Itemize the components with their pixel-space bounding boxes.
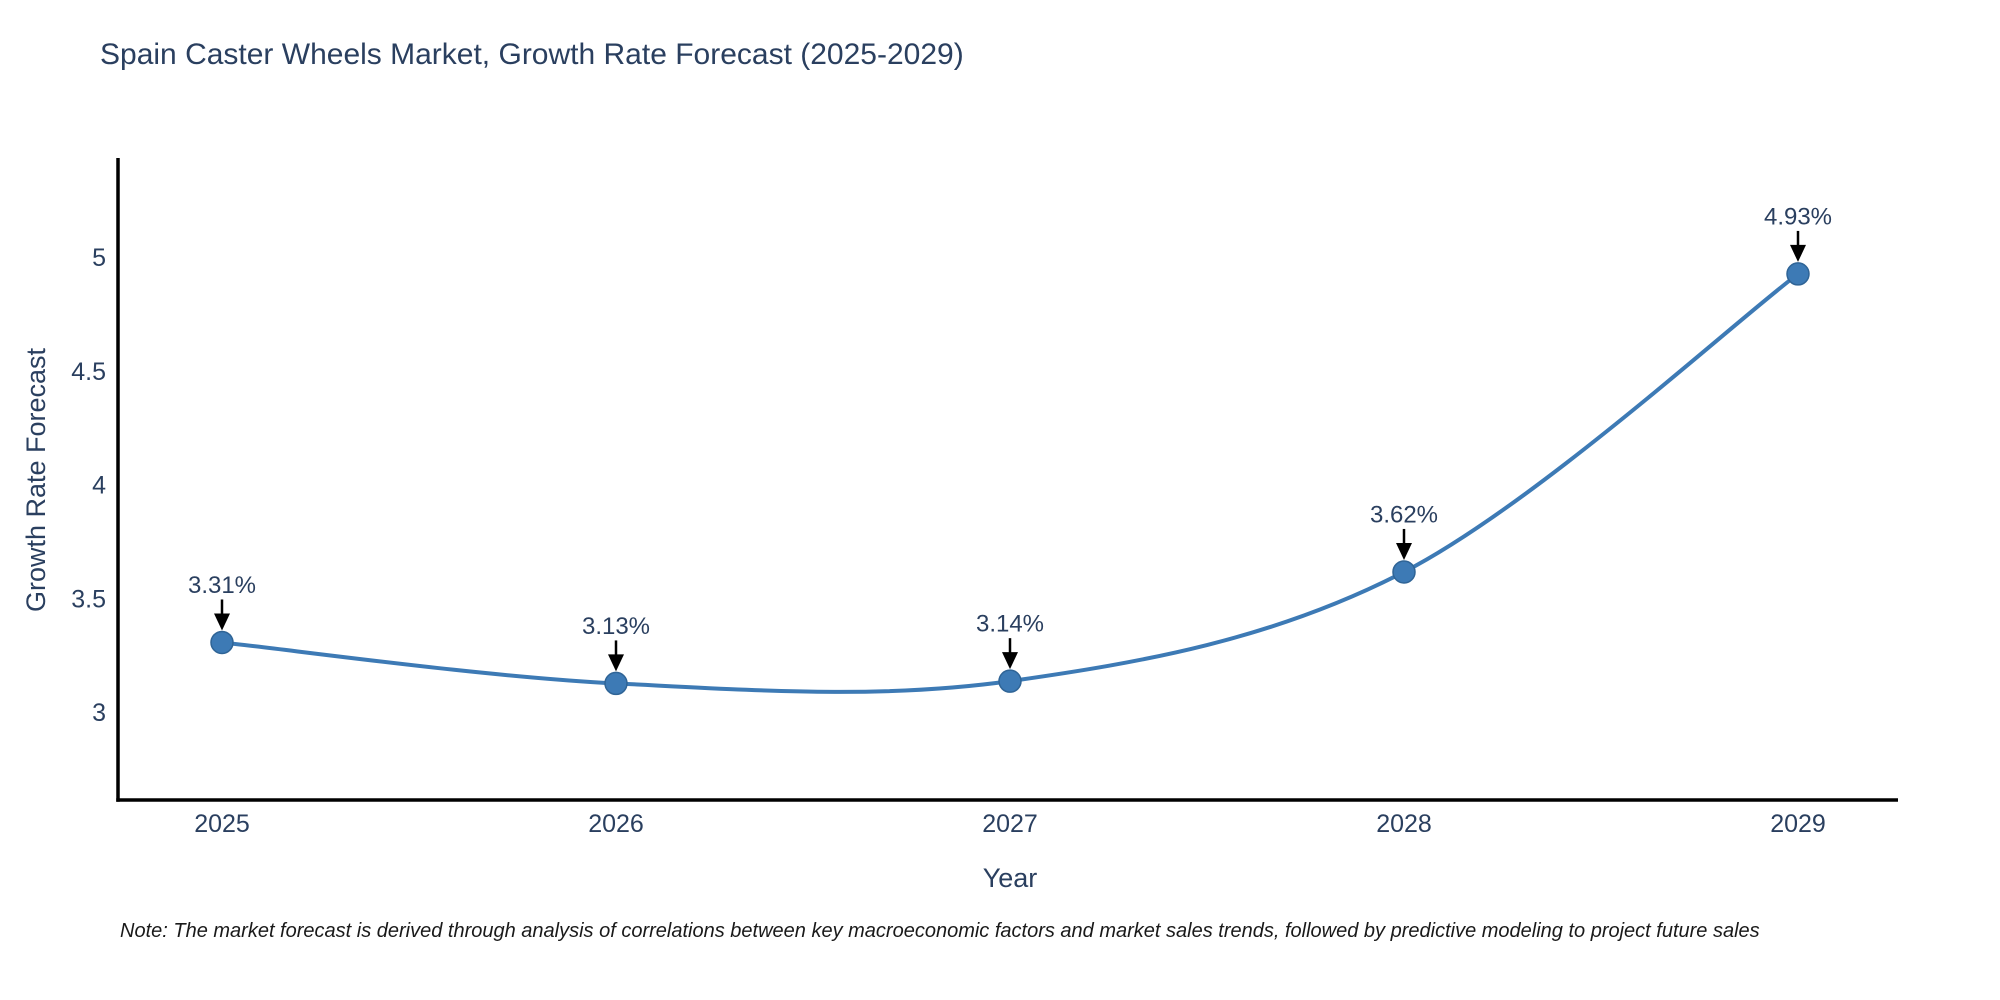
- x-axis-title: Year: [983, 863, 1038, 893]
- annotation-label: 3.62%: [1370, 501, 1438, 528]
- data-line: [221, 272, 1800, 694]
- x-tick-label: 2026: [588, 810, 644, 838]
- data-point-marker: [210, 630, 234, 655]
- annotation-label: 3.14%: [976, 611, 1044, 638]
- annotation-arrowhead: [1396, 542, 1412, 560]
- y-tick-label: 4.5: [71, 358, 106, 386]
- annotation-arrowhead: [1002, 652, 1018, 670]
- annotation-arrowhead: [608, 654, 624, 672]
- annotation-label: 3.31%: [188, 572, 256, 599]
- data-point-marker: [998, 669, 1022, 693]
- x-tick-label: 2028: [1376, 810, 1432, 838]
- data-point-marker: [604, 671, 628, 696]
- x-tick-label: 2029: [1770, 810, 1826, 838]
- x-tick-label: 2027: [982, 810, 1038, 838]
- y-tick-label: 5: [92, 244, 106, 272]
- footnote: Note: The market forecast is derived thr…: [120, 920, 1760, 942]
- annotation-arrowhead: [214, 613, 230, 631]
- y-tick-label: 4: [92, 472, 106, 500]
- x-tick-label: 2025: [194, 810, 250, 838]
- chart-title: Spain Caster Wheels Market, Growth Rate …: [100, 38, 964, 71]
- annotation-arrowhead: [1790, 244, 1806, 262]
- y-tick-label: 3.5: [71, 585, 106, 613]
- y-tick-label: 3: [92, 699, 106, 727]
- data-point-marker: [1786, 262, 1810, 286]
- annotation-label: 3.13%: [582, 613, 650, 640]
- data-point-marker: [1392, 560, 1416, 584]
- y-axis-title: Growth Rate Forecast: [21, 347, 51, 612]
- annotation-label: 4.93%: [1764, 203, 1832, 230]
